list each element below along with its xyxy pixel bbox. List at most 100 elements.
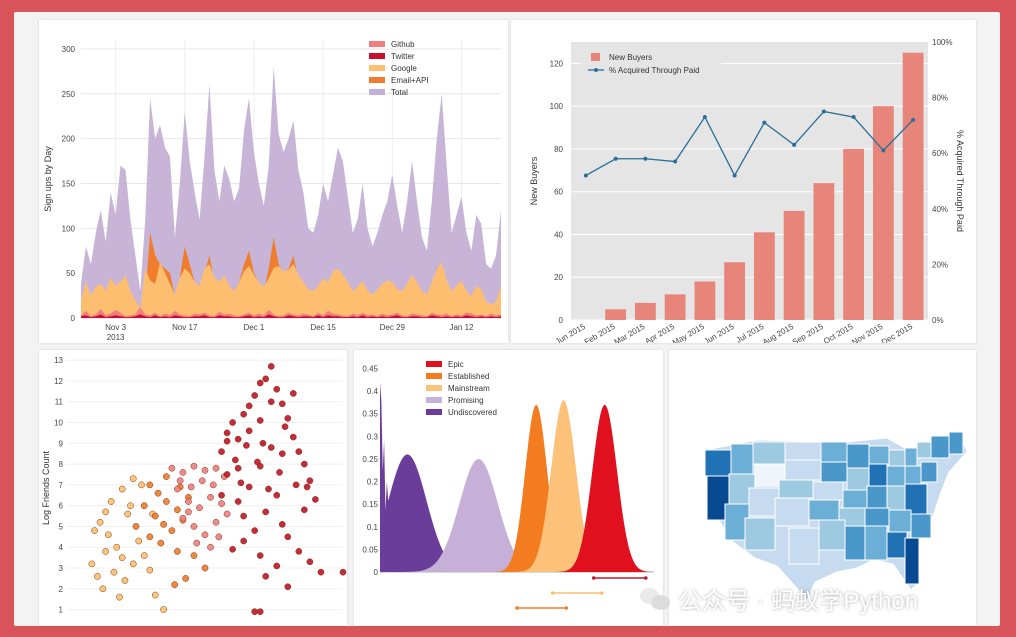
signups-area-chart-panel: 0 50 100 150 200 250 300 Nov 3 2013 Nov 17 Dec 1 De…	[39, 20, 508, 343]
scatter-point-established	[212, 518, 220, 526]
y2-axis-label: % Acquired Through Paid	[955, 130, 965, 232]
scatter-point-epic	[254, 458, 261, 466]
bar	[902, 52, 924, 320]
scatter-point-promising	[94, 572, 101, 580]
map-group	[704, 431, 968, 601]
legend-label: Epic	[448, 360, 464, 369]
x-tick-label: Dec 29	[380, 323, 406, 332]
scatter-point-mainstream	[157, 539, 165, 547]
scatter-point-mainstream	[146, 481, 154, 489]
scatter-point-established	[196, 504, 203, 512]
scatter-point-established	[207, 494, 214, 501]
plot-background	[571, 42, 928, 320]
line-series	[585, 110, 914, 177]
x-tick-label: Nov 17	[172, 323, 198, 332]
state-region	[774, 497, 810, 527]
legend-swatch	[591, 53, 600, 61]
scatter-point-epic	[223, 429, 231, 437]
scatter-point-established	[179, 514, 187, 522]
scatter-point-promising	[121, 577, 129, 584]
legend-label: Total	[391, 88, 408, 97]
scatter-point-established	[168, 464, 176, 472]
scatter-point-epic	[278, 521, 286, 528]
x-tick-label: Feb 2015	[583, 322, 617, 343]
scatter-point-epic	[229, 419, 236, 426]
y-tick-label: 0	[559, 316, 564, 325]
scatter-point-established	[201, 466, 209, 474]
scatter-point-epic	[267, 444, 275, 451]
legend-label: Established	[448, 372, 489, 381]
density-area-undiscovered	[380, 382, 654, 572]
y-tick-label: 0	[374, 568, 379, 577]
scatter-point-epic	[256, 417, 264, 424]
state-region	[808, 499, 840, 521]
range-end	[564, 606, 569, 610]
scatter-point-epic	[251, 608, 259, 616]
y-tick-label: 12	[54, 377, 63, 386]
y-tick-label: 20	[554, 273, 563, 282]
scatter-point-epic	[243, 442, 250, 449]
state-region	[904, 447, 918, 467]
scatter-point-epic	[276, 469, 283, 476]
state-region	[886, 531, 908, 559]
y-tick-label: 0.05	[362, 545, 378, 554]
range-end	[643, 576, 648, 580]
scatter-point-established	[185, 508, 192, 516]
scatter-point-epic	[256, 552, 264, 559]
watermark: 公众号 · 蚂蚁学Python	[640, 578, 1000, 618]
legend-label: Undiscovered	[448, 408, 497, 417]
scatter-point-promising	[138, 481, 145, 489]
scatter-point-promising	[102, 508, 109, 516]
y-tick-label: 300	[62, 45, 76, 54]
y-axis-label: Sign ups by Day	[43, 146, 53, 212]
y-tick-label: 120	[550, 59, 564, 68]
scatter-point-epic	[267, 363, 275, 370]
state-region	[818, 519, 846, 551]
bar	[813, 183, 835, 320]
bar	[634, 302, 656, 320]
state-region	[904, 537, 920, 585]
y-tick-label: 7	[59, 481, 64, 490]
series-area-github	[81, 307, 501, 318]
scatter-point-established	[185, 498, 192, 505]
scatter-point-epic	[262, 508, 270, 516]
x-tick-label: Jun 2015	[703, 322, 736, 343]
legend-swatch	[426, 397, 442, 403]
state-region	[752, 441, 786, 465]
scatter-point-established	[223, 510, 231, 518]
y-tick-label: 8	[59, 460, 64, 469]
state-region	[704, 449, 732, 477]
line-point	[792, 142, 797, 147]
y-tick-label: 150	[62, 179, 76, 188]
legend-label: Mainstream	[448, 384, 490, 393]
y-tick-label: 100	[550, 102, 564, 111]
scatter-point-epic	[306, 558, 314, 566]
y-tick-label: 0.35	[362, 410, 378, 419]
scatter-point-epic	[278, 400, 286, 408]
legend-box	[581, 48, 721, 76]
bar	[843, 148, 865, 320]
legend-label: Github	[391, 40, 415, 49]
scatter-point-epic	[262, 375, 270, 383]
scatter-point-promising	[110, 568, 118, 576]
scatter-point-mainstream	[171, 581, 178, 589]
y-tick-label: 0.25	[362, 455, 378, 464]
x-tick-label: Sep 2015	[791, 322, 826, 343]
state-region	[820, 461, 848, 483]
scatter-point-promising	[151, 591, 159, 599]
state-region	[866, 485, 888, 509]
y-tick-label: 9	[59, 439, 64, 448]
legend-label: New Buyers	[609, 53, 652, 62]
scatter-point-established	[207, 543, 214, 551]
scatter-point-promising	[129, 475, 137, 482]
scatter-point-epic	[245, 402, 253, 410]
y-tick-label: 250	[62, 90, 76, 99]
scatter-point-mainstream	[182, 575, 190, 582]
x-tick-label: Dec 2015	[880, 322, 915, 343]
scatter-point-epic	[284, 583, 292, 591]
legend-swatch	[426, 361, 442, 367]
scatter-point-mainstream	[151, 512, 159, 520]
buyers-bar-line-chart: 0 20 40 60 80 100 120 0% 20% 40% 60% 80% 100% Jun 201…	[529, 38, 965, 343]
